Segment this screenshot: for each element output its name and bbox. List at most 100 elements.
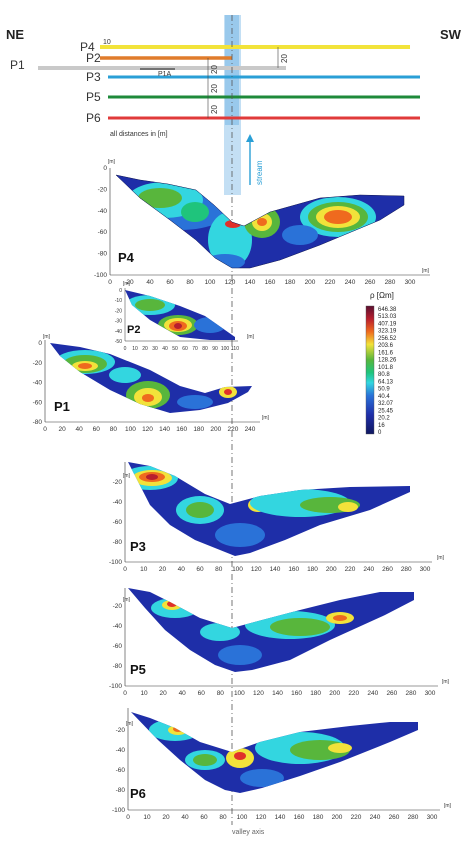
x-tick-label: 20 — [159, 566, 167, 573]
x-tick-label: 220 — [348, 690, 359, 697]
x-tick-label: 10 — [140, 566, 148, 573]
x-tick-label: 280 — [385, 279, 396, 286]
x-tick-label: 60 — [198, 690, 206, 697]
x-tick-label: 10 — [132, 346, 138, 352]
x-tick-label: 80 — [215, 566, 223, 573]
x-tick-label: 100 — [234, 690, 245, 697]
x-tick-label: 20 — [142, 346, 148, 352]
dim-20-p4: 20 — [280, 54, 289, 63]
x-unit-label: [m] — [444, 803, 452, 809]
x-tick-label: 100 — [221, 346, 230, 352]
panel-label-p4: P4 — [118, 250, 135, 265]
y-tick-label: -80 — [33, 419, 43, 426]
x-tick-label: 80 — [219, 814, 227, 821]
x-tick-label: 200 — [332, 814, 343, 821]
y-tick-label: -100 — [94, 272, 107, 279]
x-tick-label: 260 — [389, 814, 400, 821]
y-tick-label: -50 — [115, 339, 122, 345]
y-tick-label: -100 — [112, 807, 125, 814]
y-tick-label: -40 — [113, 499, 123, 506]
x-tick-label: 40 — [178, 566, 186, 573]
panel-label-p3: P3 — [130, 539, 146, 554]
x-tick-label: 120 — [256, 814, 267, 821]
x-tick-label: 10 — [143, 814, 151, 821]
legend-value: 40.4 — [378, 394, 390, 400]
y-tick-label: -20 — [113, 479, 123, 486]
x-unit-label: [m] — [422, 268, 430, 274]
x-tick-label: 100 — [205, 279, 216, 286]
x-tick-label: 280 — [406, 690, 417, 697]
x-tick-label: 80 — [217, 690, 225, 697]
y-tick-label: 0 — [103, 165, 107, 172]
panel-label-p2: P2 — [127, 324, 140, 336]
y-tick-label: -40 — [116, 747, 126, 754]
y-tick-label: 0 — [38, 340, 42, 347]
x-tick-label: 80 — [186, 279, 194, 286]
panel-p6: -20 -40 -60 -80 -100 [m] 0 10 20 40 60 80 100 120 140 1… — [112, 708, 452, 821]
y-tick-label: -100 — [109, 559, 122, 566]
y-unit-label: [m] — [43, 334, 51, 340]
x-tick-label: 300 — [425, 690, 436, 697]
y-tick-label: -40 — [98, 208, 108, 215]
x-tick-label: 300 — [427, 814, 438, 821]
y-tick-label: -60 — [116, 767, 126, 774]
y-tick-label: -60 — [98, 229, 108, 236]
x-tick-label: 300 — [420, 566, 431, 573]
legend-value: 513.03 — [378, 314, 397, 320]
legend-value: 128.26 — [378, 358, 397, 364]
y-tick-label: -20 — [116, 727, 126, 734]
plan-label-p2: P2 — [86, 51, 101, 65]
plan-label-p6: P6 — [86, 111, 101, 125]
x-tick-label: 160 — [176, 426, 187, 433]
y-tick-label: -80 — [116, 787, 126, 794]
x-tick-label: 10 — [140, 690, 148, 697]
x-tick-label: 140 — [159, 426, 170, 433]
ne-label: NE — [6, 27, 24, 42]
x-tick-label: 220 — [351, 814, 362, 821]
y-unit-label: [m] — [108, 159, 116, 165]
x-tick-label: 100 — [232, 566, 243, 573]
x-tick-label: 220 — [227, 426, 238, 433]
x-unit-label: [m] — [262, 415, 270, 421]
panel-label-p5: P5 — [130, 662, 146, 677]
sw-label: SW — [440, 27, 462, 42]
x-tick-label: 140 — [275, 814, 286, 821]
stream-label: stream — [255, 160, 264, 185]
legend-value: 50.9 — [378, 387, 390, 393]
legend-value: 80.8 — [378, 372, 390, 378]
legend-value: 25.45 — [378, 408, 394, 414]
x-tick-label: 240 — [370, 814, 381, 821]
dim-20-p6: 20 — [210, 105, 219, 114]
plan-label-p5: P5 — [86, 90, 101, 104]
x-tick-label: 200 — [326, 566, 337, 573]
plan-label-p4: P4 — [80, 40, 95, 54]
x-tick-label: 180 — [193, 426, 204, 433]
x-tick-label: 260 — [382, 566, 393, 573]
y-tick-label: -20 — [98, 186, 108, 193]
plan-label-p3: P3 — [86, 70, 101, 84]
x-tick-label: 280 — [401, 566, 412, 573]
legend-value: 16 — [378, 423, 385, 429]
x-tick-label: 240 — [345, 279, 356, 286]
panel-label-p1: P1 — [54, 399, 70, 414]
x-tick-label: 40 — [146, 279, 154, 286]
x-tick-label: 140 — [270, 566, 281, 573]
y-unit-label: [m] — [123, 597, 131, 603]
x-tick-label: 30 — [152, 346, 158, 352]
y-tick-label: -40 — [33, 380, 43, 387]
x-tick-label: 280 — [408, 814, 419, 821]
y-tick-label: -60 — [113, 519, 123, 526]
x-tick-label: 60 — [166, 279, 174, 286]
dim-20-p3: 20 — [210, 65, 219, 74]
x-tick-label: 140 — [272, 690, 283, 697]
x-tick-label: 180 — [310, 690, 321, 697]
x-tick-label: 50 — [172, 346, 178, 352]
panel-label-p6: P6 — [130, 786, 146, 801]
y-tick-label: -20 — [115, 308, 122, 314]
x-tick-label: 100 — [125, 426, 136, 433]
x-tick-label: 300 — [405, 279, 416, 286]
x-tick-label: 0 — [123, 690, 127, 697]
panel-p5: -20 -40 -60 -80 -100 [m] 0 10 20 40 60 80 100 120 140 1… — [109, 588, 450, 697]
legend-value: 161.6 — [378, 350, 394, 356]
